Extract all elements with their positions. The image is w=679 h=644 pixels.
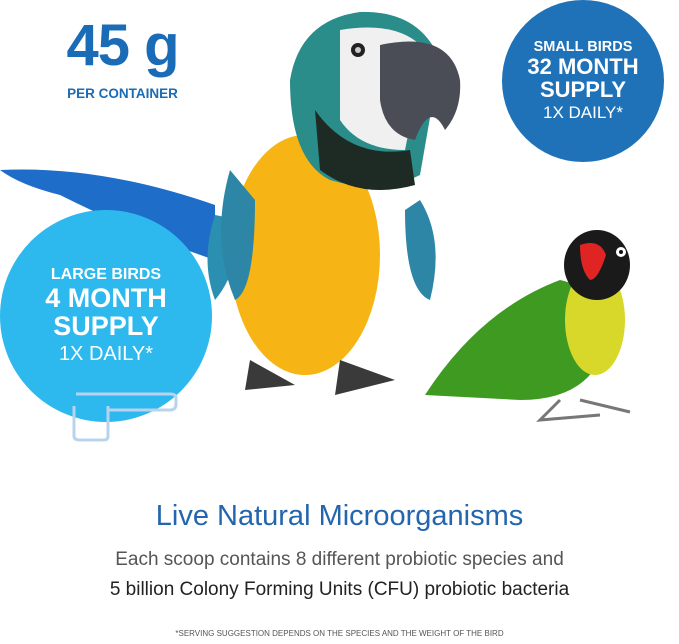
scoop-icon	[72, 392, 178, 442]
large-birds-badge: LARGE BIRDS 4 MONTH SUPPLY 1X DAILY*	[0, 210, 212, 422]
large-birds-dose: 1X DAILY*	[58, 342, 154, 365]
small-birds-supply: SUPPLY	[539, 77, 626, 103]
large-birds-duration: 4 MONTH	[45, 283, 167, 314]
birds-illustration	[0, 11, 631, 422]
weight-value: 45 g	[66, 13, 179, 78]
lovebird-image	[425, 230, 631, 422]
heading: Live Natural Microorganisms	[155, 500, 524, 532]
description-line-1: Each scoop contains 8 different probioti…	[115, 549, 564, 570]
small-birds-duration: 32 MONTH	[527, 54, 639, 80]
small-birds-dose: 1X DAILY*	[542, 103, 623, 123]
footnote: *SERVING SUGGESTION DEPENDS ON THE SPECI…	[175, 629, 504, 638]
large-birds-title: LARGE BIRDS	[50, 266, 162, 284]
weight-label: PER CONTAINER	[67, 86, 178, 101]
small-birds-badge: SMALL BIRDS 32 MONTH SUPPLY 1X DAILY*	[502, 0, 664, 162]
large-birds-supply: SUPPLY	[53, 311, 159, 342]
macaw-image	[0, 11, 461, 395]
description-line-2: 5 billion Colony Forming Units (CFU) pro…	[109, 579, 570, 600]
small-birds-title: SMALL BIRDS	[533, 38, 633, 55]
